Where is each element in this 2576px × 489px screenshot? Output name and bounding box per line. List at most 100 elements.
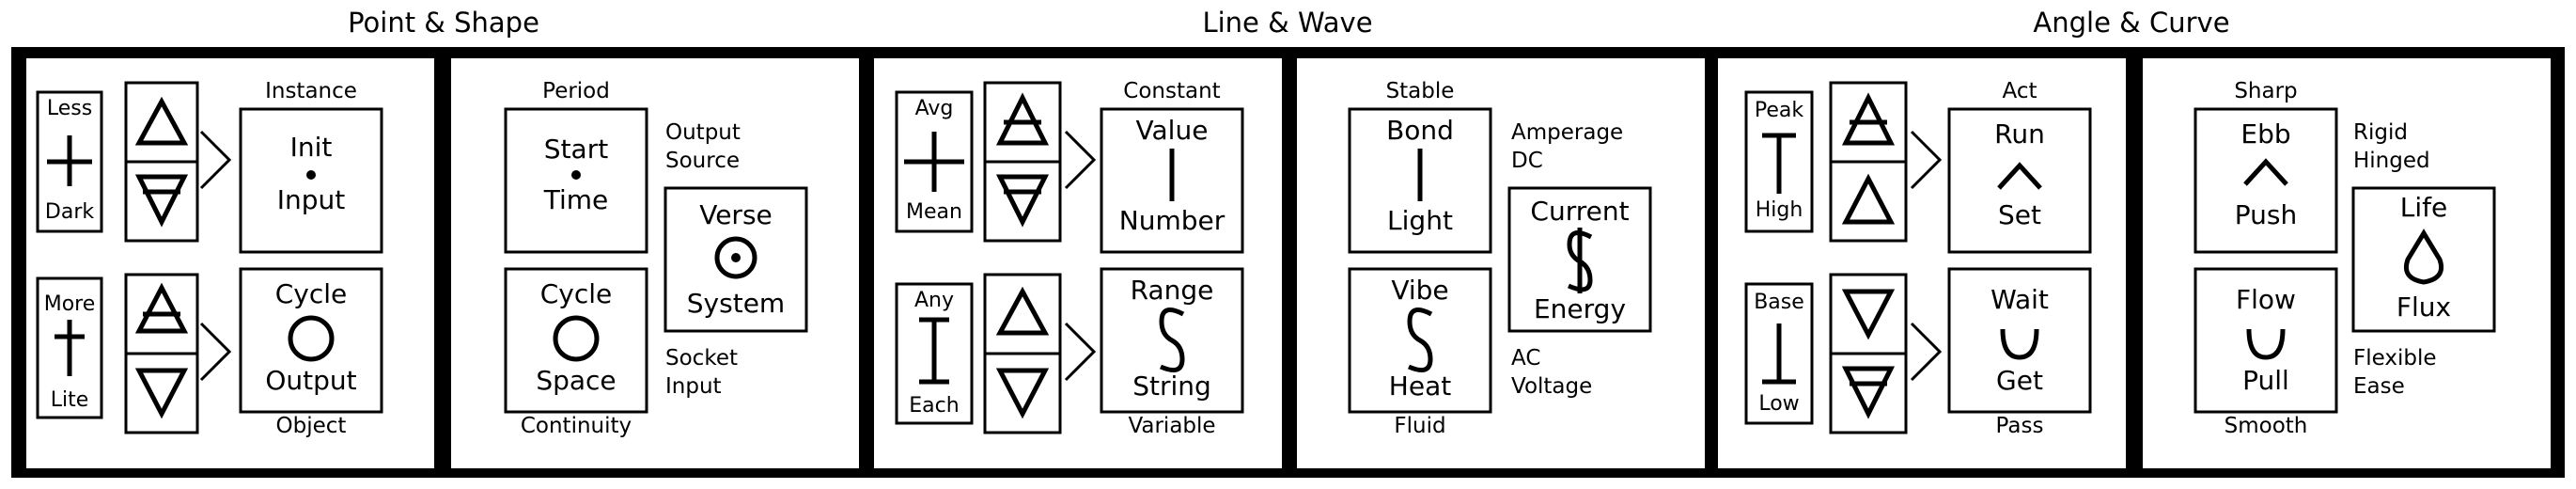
pull-label: Pull bbox=[2242, 365, 2289, 396]
time-label: Time bbox=[543, 184, 609, 215]
high-label: High bbox=[1756, 198, 1803, 222]
vibe-label: Vibe bbox=[1391, 275, 1448, 306]
title-line-wave: Line & Wave bbox=[1202, 7, 1372, 39]
triangle-box-down-bar bbox=[983, 160, 1062, 243]
peak-high-box bbox=[1744, 90, 1814, 233]
string-label: String bbox=[1132, 371, 1211, 402]
chevron-right-icon bbox=[1910, 130, 1943, 190]
panel-angle-curve-b bbox=[2143, 58, 2551, 468]
constant-label: Constant bbox=[1123, 79, 1220, 103]
verse-system-box bbox=[664, 186, 808, 333]
value-number-box bbox=[1100, 107, 1244, 254]
input-label: Input bbox=[277, 184, 346, 215]
circled-dot-icon bbox=[714, 236, 757, 279]
space-label: Space bbox=[536, 365, 616, 396]
range-label: Range bbox=[1131, 275, 1214, 306]
mean-label: Mean bbox=[906, 200, 962, 224]
panel-line-wave-b bbox=[1297, 58, 1705, 468]
triangle-box-down-bar bbox=[1829, 352, 1908, 434]
avg-label: Avg bbox=[915, 97, 954, 120]
panel-6 bbox=[2194, 107, 2496, 414]
dollar-icon bbox=[1567, 228, 1593, 293]
cup-icon bbox=[2000, 328, 2039, 360]
down-triangle-icon bbox=[134, 368, 189, 419]
ac-label: AC bbox=[1511, 346, 1540, 371]
avg-mean-box bbox=[895, 90, 974, 233]
panel-point-shape-a bbox=[26, 58, 434, 468]
any-label: Any bbox=[914, 289, 954, 312]
i-beam-icon bbox=[919, 317, 949, 385]
up-triangle-bar-icon bbox=[134, 282, 189, 334]
panel-5 bbox=[1744, 81, 2092, 434]
base-label: Base bbox=[1754, 291, 1804, 314]
title-point-shape: Point & Shape bbox=[348, 7, 539, 39]
voltage-label: Voltage bbox=[1511, 374, 1592, 399]
flexible-label: Flexible bbox=[2353, 346, 2437, 371]
outer-frame bbox=[11, 47, 2565, 478]
caret-up-icon bbox=[2243, 158, 2288, 186]
object-label: Object bbox=[276, 414, 347, 438]
ebb-label: Ebb bbox=[2240, 118, 2290, 150]
life-label: Life bbox=[2400, 192, 2447, 223]
caret-up-icon bbox=[1997, 162, 2042, 190]
flow-pull-box bbox=[2194, 267, 2338, 414]
ebb-push-box bbox=[2194, 107, 2338, 254]
vibe-heat-box bbox=[1348, 267, 1492, 414]
start-label: Start bbox=[544, 134, 608, 165]
plus-icon bbox=[904, 132, 964, 192]
current-label: Current bbox=[1530, 196, 1629, 227]
continuity-label: Continuity bbox=[521, 414, 632, 438]
output-source-label-1: Output bbox=[665, 120, 741, 145]
t-bar-icon bbox=[1762, 133, 1796, 194]
variable-label: Variable bbox=[1128, 414, 1215, 438]
sharp-label: Sharp bbox=[2234, 79, 2297, 103]
panel-4 bbox=[1348, 107, 1652, 414]
panel-2 bbox=[504, 107, 808, 414]
period-label: Period bbox=[542, 79, 610, 103]
dc-label: DC bbox=[1511, 149, 1543, 173]
s-wave-icon bbox=[1159, 308, 1185, 373]
cycle-label: Cycle bbox=[275, 278, 348, 309]
any-each-box bbox=[895, 282, 974, 425]
more-label: More bbox=[44, 292, 96, 316]
wait-label: Wait bbox=[1991, 284, 2049, 315]
init-input-box bbox=[239, 107, 383, 254]
triangle-box-down bbox=[983, 352, 1062, 434]
cycle-space-box bbox=[504, 267, 648, 414]
circle-icon bbox=[553, 315, 600, 362]
ease-label: Ease bbox=[2353, 374, 2405, 399]
chevron-right-icon bbox=[1910, 322, 1943, 382]
down-triangle-bar-icon bbox=[995, 174, 1050, 228]
flux-label: Flux bbox=[2396, 292, 2451, 323]
stable-label: Stable bbox=[1386, 79, 1455, 103]
low-label: Low bbox=[1758, 392, 1799, 416]
light-label: Light bbox=[1387, 205, 1453, 236]
panel-point-shape-b bbox=[451, 58, 859, 468]
up-triangle-bar-icon bbox=[1841, 92, 1896, 146]
range-string-box bbox=[1100, 267, 1244, 414]
value-label: Value bbox=[1136, 115, 1209, 146]
base-low-box bbox=[1744, 282, 1814, 425]
dark-label: Dark bbox=[45, 200, 94, 224]
system-label: System bbox=[687, 288, 785, 319]
circle-icon bbox=[288, 315, 335, 362]
title-angle-curve: Angle & Curve bbox=[2033, 7, 2229, 39]
down-triangle-icon bbox=[1841, 289, 1896, 340]
up-triangle-icon bbox=[995, 286, 1050, 336]
socket-input-label-1: Socket bbox=[665, 346, 738, 371]
instance-label: Instance bbox=[265, 79, 357, 103]
more-lite-box bbox=[36, 276, 103, 419]
get-label: Get bbox=[1996, 365, 2043, 396]
panel-3 bbox=[895, 81, 1244, 434]
socket-input-label-2: Input bbox=[665, 374, 722, 399]
cycle-space-top-label: Cycle bbox=[540, 278, 613, 309]
chevron-right-icon bbox=[199, 130, 232, 190]
plus-icon bbox=[47, 135, 92, 186]
panel-angle-curve-a bbox=[1718, 58, 2126, 468]
lite-label: Lite bbox=[51, 388, 89, 412]
less-dark-box bbox=[36, 90, 103, 233]
chevron-right-icon bbox=[1064, 130, 1097, 190]
bond-label: Bond bbox=[1386, 115, 1454, 146]
triangle-box-down bbox=[124, 352, 199, 434]
up-triangle-bar-icon bbox=[995, 92, 1050, 146]
